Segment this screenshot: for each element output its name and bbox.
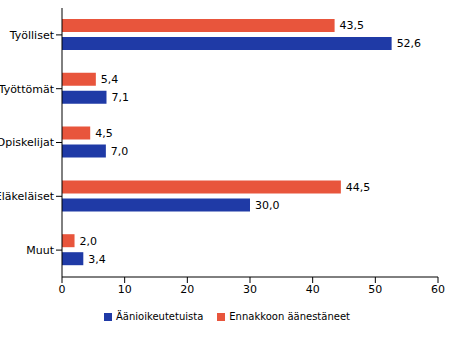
svg-text:4,5: 4,5 <box>95 127 113 140</box>
svg-text:10: 10 <box>118 283 132 296</box>
svg-text:Eläkeläiset: Eläkeläiset <box>8 190 55 203</box>
svg-text:43,5: 43,5 <box>340 19 365 32</box>
svg-text:30: 30 <box>243 283 257 296</box>
svg-text:40: 40 <box>306 283 320 296</box>
svg-text:3,4: 3,4 <box>88 253 106 266</box>
svg-text:30,0: 30,0 <box>255 199 280 212</box>
svg-text:7,0: 7,0 <box>111 145 129 158</box>
html-text:Äänioikeutetuista: Äänioikeutetuista <box>116 311 204 322</box>
svg-text:Opiskelijat: Opiskelijat <box>8 136 55 149</box>
svg-text:Muut: Muut <box>26 244 54 257</box>
svg-text:2,0: 2,0 <box>80 235 98 248</box>
svg-text:7,1: 7,1 <box>111 91 129 104</box>
svg-text:Työlliset: Työlliset <box>9 29 55 42</box>
svg-text:50: 50 <box>368 283 382 296</box>
svg-text:20: 20 <box>180 283 194 296</box>
html-text:Ennakkoon äänestäneet: Ennakkoon äänestäneet <box>229 311 350 322</box>
svg-text:5,4: 5,4 <box>101 73 119 86</box>
svg-text:60: 60 <box>431 283 445 296</box>
svg-text:52,6: 52,6 <box>397 37 422 50</box>
svg-text:Työttömät: Työttömät <box>8 83 55 96</box>
svg-text:44,5: 44,5 <box>346 181 371 194</box>
svg-text:0: 0 <box>59 283 66 296</box>
